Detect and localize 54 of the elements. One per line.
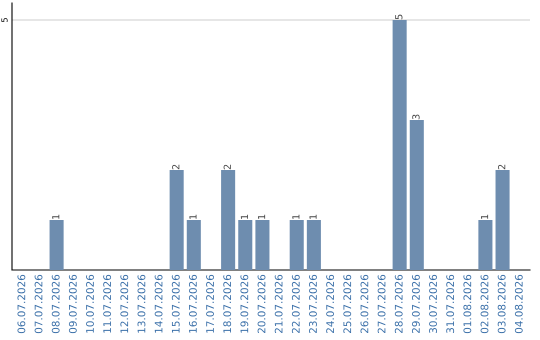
data-label: 1	[481, 214, 488, 219]
x-tick-label: 29.07.2026	[412, 274, 420, 334]
bar	[186, 220, 201, 270]
bar	[255, 220, 270, 270]
bar	[410, 120, 424, 270]
x-tick-label: 02.08.2026	[480, 274, 488, 334]
x-tick-label: 24.07.2026	[326, 274, 334, 334]
data-label: 3	[412, 114, 420, 120]
data-label: 1	[309, 214, 317, 219]
x-tick-label: 01.08.2026	[463, 274, 472, 334]
bar	[478, 220, 492, 270]
bar	[496, 170, 510, 270]
data-label: 5	[395, 14, 402, 20]
x-tick-label: 31.07.2026	[446, 274, 454, 334]
bar	[50, 220, 64, 270]
data-label: 2	[224, 164, 231, 170]
data-label: 1	[258, 214, 266, 219]
bar	[306, 220, 321, 270]
data-label: 1	[189, 214, 196, 219]
x-tick-label: 10.07.2026	[86, 274, 94, 333]
x-tick-label: 13.07.2026	[138, 274, 146, 333]
x-tick-label: 27.07.2026	[378, 274, 386, 334]
x-tick-label: 15.07.2026	[172, 274, 180, 333]
x-tick-label: 12.07.2026	[120, 274, 128, 333]
x-tick-label: 17.07.2026	[206, 274, 214, 333]
bar	[221, 170, 236, 270]
data-label: 1	[52, 214, 60, 219]
x-tick-label: 30.07.2026	[429, 274, 437, 334]
data-label: 2	[172, 164, 180, 170]
x-tick-label: 03.08.2026	[498, 274, 506, 334]
x-tick-label: 06.07.2026	[17, 274, 26, 334]
bar	[170, 170, 184, 270]
data-label: 1	[240, 214, 248, 219]
bar	[392, 20, 407, 270]
bar	[238, 220, 252, 270]
x-tick-label: 08.07.2026	[52, 274, 60, 334]
x-tick-label: 11.07.2026	[103, 274, 112, 333]
x-tick-label: 23.07.2026	[309, 274, 317, 334]
x-tick-label: 18.07.2026	[223, 274, 232, 333]
x-tick-label: 26.07.2026	[360, 274, 368, 334]
x-tick-label: 22.07.2026	[292, 274, 300, 334]
x-tick-label: 16.07.2026	[188, 274, 197, 333]
x-tick-label: 20.07.2026	[258, 274, 266, 334]
x-tick-label: 28.07.2026	[394, 274, 403, 334]
bar	[290, 220, 304, 270]
data-label: 2	[498, 164, 506, 170]
x-tick-label: 21.07.2026	[274, 274, 283, 334]
x-tick-label: 19.07.2026	[240, 274, 248, 333]
x-tick-label: 07.07.2026	[34, 274, 42, 334]
data-label: 1	[292, 214, 300, 219]
x-tick-label: 25.07.2026	[343, 274, 352, 334]
x-tick-label: 14.07.2026	[154, 274, 163, 333]
x-tick-label: 04.08.2026	[514, 274, 523, 334]
x-tick-label: 09.07.2026	[68, 274, 77, 334]
